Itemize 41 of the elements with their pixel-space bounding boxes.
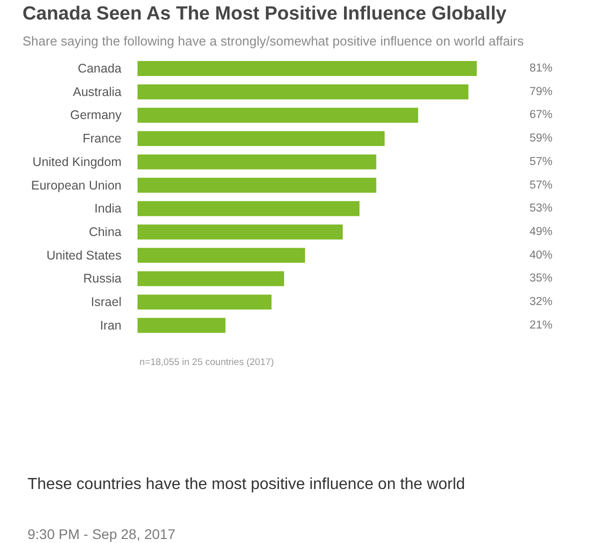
data-label: 32% bbox=[529, 296, 553, 308]
y-tick-label: France bbox=[82, 132, 122, 146]
text: n=18,055 in 25 countries (2017) bbox=[140, 357, 274, 368]
y-tick-label: Canada bbox=[78, 62, 122, 76]
bar bbox=[138, 131, 385, 146]
bar bbox=[138, 178, 376, 193]
y-tick-label: China bbox=[88, 224, 122, 239]
bar bbox=[138, 61, 477, 76]
text: These countries have the most positive influence on the world bbox=[28, 476, 466, 493]
bar bbox=[138, 201, 360, 216]
y-tick-label: European Union bbox=[31, 178, 122, 192]
chart-subtitle: Share saying the following have a strongly/somewhat positive influence on world affairs bbox=[22, 34, 524, 48]
y-tick-label: Israel bbox=[90, 295, 122, 310]
y-tick-label: United Kingdom bbox=[32, 154, 122, 169]
data-label: 53% bbox=[529, 202, 553, 215]
bar bbox=[138, 318, 226, 333]
bar bbox=[138, 108, 418, 123]
data-label: 49% bbox=[529, 226, 553, 238]
bar bbox=[138, 84, 468, 100]
data-label: 57% bbox=[529, 179, 553, 192]
bar bbox=[138, 294, 272, 310]
data-label: 40% bbox=[529, 249, 553, 262]
data-label: 67% bbox=[529, 109, 553, 122]
y-tick-label: Iran bbox=[100, 318, 122, 332]
data-label: 35% bbox=[529, 272, 553, 285]
data-label: 59% bbox=[529, 132, 553, 145]
y-tick-label: Germany bbox=[70, 108, 122, 122]
bar bbox=[138, 154, 376, 170]
bar bbox=[138, 224, 343, 240]
data-label: 81% bbox=[529, 62, 553, 75]
text: 9:30 PM - Sep 28, 2017 bbox=[28, 526, 176, 542]
y-tick-label: Australia bbox=[72, 84, 122, 99]
bar bbox=[138, 271, 284, 286]
bar bbox=[138, 248, 306, 263]
data-label: 21% bbox=[529, 319, 553, 332]
y-tick-label: India bbox=[94, 202, 122, 216]
y-tick-label: Russia bbox=[83, 272, 122, 286]
chart-title: Canada Seen As The Most Positive Influence Globally bbox=[22, 4, 507, 24]
y-tick-label: United States bbox=[46, 248, 122, 262]
data-label: 79% bbox=[529, 86, 553, 98]
data-label: 57% bbox=[529, 156, 553, 168]
